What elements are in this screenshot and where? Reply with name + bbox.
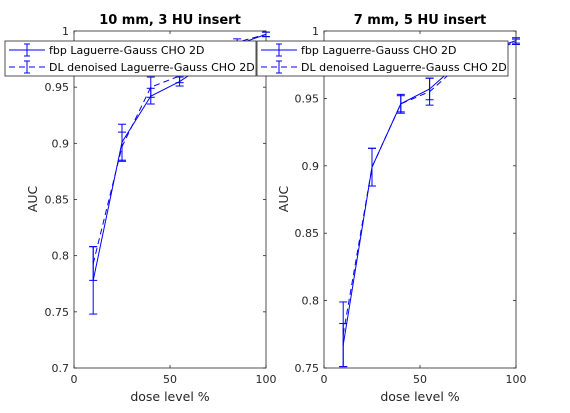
legend-entry-fbp-right: fbp Laguerre-Gauss CHO 2D bbox=[261, 43, 456, 57]
legend-label: fbp Laguerre-Gauss CHO 2D bbox=[301, 44, 456, 57]
legend-entry-dl-right: DL denoised Laguerre-Gauss CHO 2D bbox=[261, 60, 507, 74]
y-tick-label: 0.8 bbox=[302, 295, 320, 308]
y-tick-label: 0.75 bbox=[45, 306, 70, 319]
legend-label: fbp Laguerre-Gauss CHO 2D bbox=[49, 44, 204, 57]
x-tick-label: 50 bbox=[163, 373, 177, 386]
data-point bbox=[92, 263, 94, 265]
error-bar bbox=[146, 76, 155, 98]
data-point bbox=[429, 91, 431, 93]
error-bar bbox=[339, 301, 348, 368]
x-axis-label-right: dose level % bbox=[380, 389, 459, 404]
error-bar bbox=[118, 131, 126, 162]
x-tick-label: 0 bbox=[71, 373, 78, 386]
y-tick-label: 0.85 bbox=[295, 227, 320, 240]
y-tick-label: 0.9 bbox=[52, 137, 70, 150]
legend-entry-fbp-left: fbp Laguerre-Gauss CHO 2D bbox=[9, 43, 204, 57]
y-axis-label-right: AUC bbox=[276, 186, 291, 213]
data-point bbox=[342, 333, 344, 335]
y-tick-label: 0.95 bbox=[45, 81, 70, 94]
error-bar bbox=[396, 93, 405, 114]
legend-entry-dl-left: DL denoised Laguerre-Gauss CHO 2D bbox=[9, 60, 255, 74]
y-axis-label-left: AUC bbox=[25, 186, 40, 213]
y-tick-label: 0.7 bbox=[52, 362, 70, 375]
chart-title-right: 7 mm, 5 HU insert bbox=[354, 13, 487, 28]
legend-box-right bbox=[256, 40, 509, 77]
legend-box-left bbox=[4, 40, 257, 77]
legend-right: fbp Laguerre-Gauss CHO 2D DL denoised La… bbox=[256, 40, 509, 77]
error-bar bbox=[89, 246, 98, 281]
y-tick-label: 0.9 bbox=[302, 160, 320, 173]
subplot-left: 0 50 100 0.7 0.75 0.8 0.85 0.9 0.95 1 10 mm, 3 HU… bbox=[25, 13, 277, 404]
x-axis-label-left: dose level % bbox=[130, 389, 209, 404]
x-tick-label: 0 bbox=[321, 373, 328, 386]
x-tick-label: 50 bbox=[413, 373, 427, 386]
error-bar bbox=[368, 147, 376, 187]
y-tick-label: 0.8 bbox=[52, 250, 70, 263]
plot-area-left bbox=[74, 31, 266, 368]
y-tick-label: 0.75 bbox=[295, 362, 320, 375]
y-tick-label: 1 bbox=[62, 25, 69, 38]
x-tick-label: 100 bbox=[256, 373, 277, 386]
legend-label: DL denoised Laguerre-Gauss CHO 2D bbox=[301, 61, 507, 74]
y-tick-label: 0.95 bbox=[295, 92, 320, 105]
data-point bbox=[121, 146, 123, 148]
data-point bbox=[150, 86, 152, 88]
legend-left: fbp Laguerre-Gauss CHO 2D DL denoised La… bbox=[4, 40, 257, 77]
plot-area-right bbox=[324, 31, 516, 368]
data-point bbox=[400, 103, 402, 105]
x-tick-label: 100 bbox=[506, 373, 527, 386]
legend-label: DL denoised Laguerre-Gauss CHO 2D bbox=[49, 61, 255, 74]
error-bar bbox=[425, 77, 434, 106]
chart-title-left: 10 mm, 3 HU insert bbox=[99, 13, 241, 28]
data-point bbox=[371, 166, 373, 168]
y-tick-label: 1 bbox=[312, 25, 319, 38]
y-tick-label: 0.85 bbox=[45, 194, 70, 207]
